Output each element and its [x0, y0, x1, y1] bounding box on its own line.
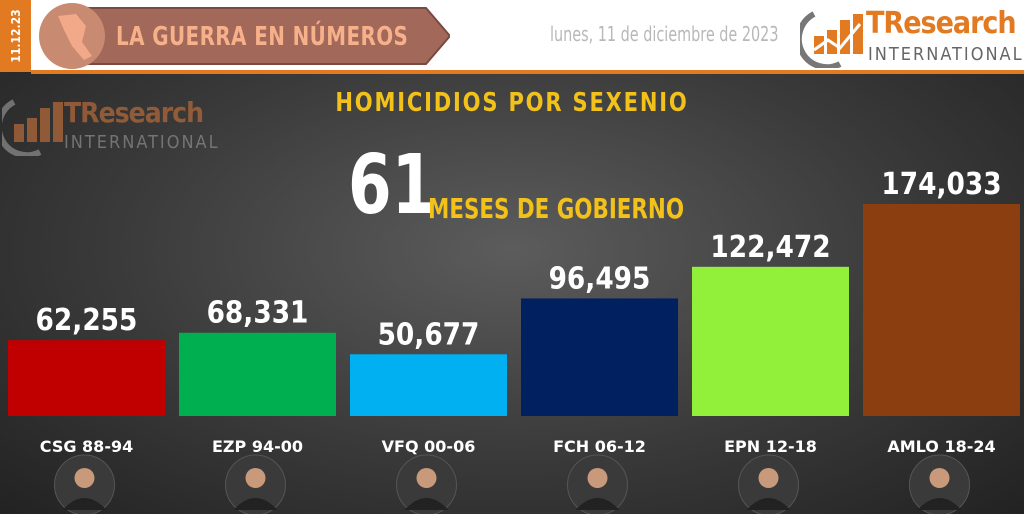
data-label: 50,677 [378, 317, 480, 352]
banner-title: LA GUERRA EN NÚMEROS [116, 22, 409, 52]
bar [350, 354, 507, 416]
watermark-chart-icon [2, 99, 63, 156]
bar [521, 298, 678, 416]
face-shape [74, 468, 95, 488]
suit-shape [575, 498, 620, 510]
suit-shape [746, 498, 791, 510]
months-label: MESES DE GOBIERNO [428, 192, 685, 225]
watermark-name: TResearch [64, 96, 204, 129]
data-label: 174,033 [881, 166, 1001, 201]
bar [692, 266, 849, 416]
suit-shape [233, 498, 278, 510]
category-label: EPN 12-18 [724, 437, 817, 456]
watermark-sub: INTERNATIONAL [64, 132, 220, 153]
logo-name: TResearch [866, 6, 1017, 41]
category-label: CSG 88-94 [40, 437, 133, 456]
face-shape [758, 468, 779, 488]
face-shape [929, 468, 950, 488]
logo-chart-icon [800, 11, 863, 68]
category-label: VFQ 00-06 [382, 437, 476, 456]
months-number: 61 [348, 138, 436, 233]
bar [863, 204, 1020, 416]
divider [31, 70, 1024, 74]
suit-shape [404, 498, 449, 510]
date-strip: 11.12.23 [0, 0, 31, 72]
chart-background [0, 74, 1024, 514]
face-shape [587, 468, 608, 488]
data-label: 122,472 [710, 229, 830, 264]
header-logo: TResearch INTERNATIONAL [800, 6, 1022, 68]
chart-title: HOMICIDIOS POR SEXENIO [335, 88, 689, 118]
suit-shape [917, 498, 962, 510]
logo-sub: INTERNATIONAL [868, 44, 1024, 65]
data-label: 96,495 [549, 261, 651, 296]
date-text: lunes, 11 de diciembre de 2023 [550, 22, 779, 46]
data-label: 68,331 [207, 295, 309, 330]
category-label: EZP 94-00 [212, 437, 303, 456]
watermark-logo: TResearch INTERNATIONAL [2, 94, 220, 156]
bar [8, 340, 165, 416]
face-shape [245, 468, 266, 488]
suit-shape [62, 498, 107, 510]
category-label: AMLO 18-24 [887, 437, 995, 456]
category-label: FCH 06-12 [553, 437, 646, 456]
title-banner [39, 3, 450, 69]
bar [179, 332, 336, 416]
header: 11.12.23 LA GUERRA EN NÚMEROS lunes, 11 … [0, 0, 1024, 72]
data-label: 62,255 [36, 303, 138, 338]
face-shape [416, 468, 437, 488]
